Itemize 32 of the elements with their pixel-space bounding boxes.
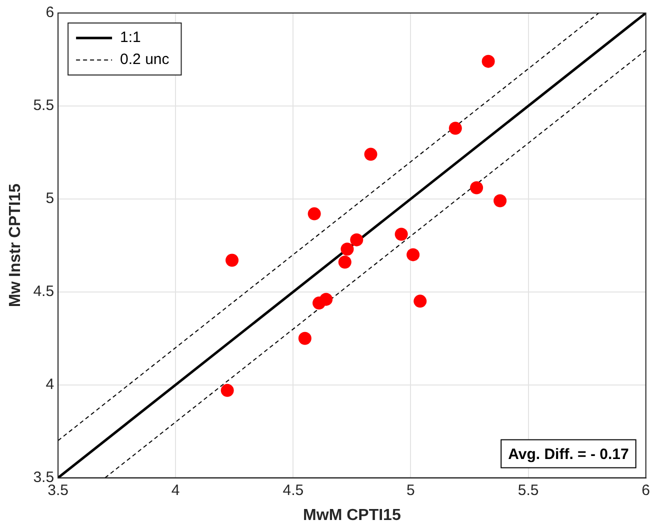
point: [394, 228, 408, 241]
y-tick-label: 5: [46, 190, 54, 208]
point: [470, 181, 484, 194]
point: [448, 122, 462, 135]
x-tick-label: 4: [171, 482, 180, 499]
point: [414, 294, 427, 308]
point: [226, 254, 239, 267]
x-axis-title: MwM CPTI15: [303, 506, 401, 524]
x-tick-label: 5: [406, 482, 415, 499]
point: [350, 233, 364, 246]
point: [494, 194, 507, 208]
point: [320, 292, 333, 306]
legend-label: 0.2 unc: [120, 51, 170, 68]
legend-label: 1:1: [120, 29, 141, 46]
point: [308, 207, 321, 220]
x-tick-label: 5.5: [518, 482, 539, 499]
y-axis-title: Mw Instr CPTI15: [7, 184, 24, 308]
y-tick-label: 4.5: [33, 283, 54, 300]
point: [364, 148, 378, 161]
y-tick-label: 5.5: [33, 97, 54, 114]
point: [340, 242, 354, 256]
x-tick-label: 4.5: [282, 482, 304, 499]
x-tick-label: 6: [642, 482, 650, 499]
y-tick-label: 4: [46, 376, 54, 393]
point: [406, 248, 420, 262]
y-tick-label: 6: [46, 4, 54, 22]
point: [482, 54, 495, 68]
point: [220, 384, 234, 397]
point: [338, 256, 352, 269]
point: [298, 332, 312, 345]
y-tick-label: 3.5: [33, 468, 54, 486]
annotation: Avg. Diff. = - 0.17: [508, 446, 629, 463]
